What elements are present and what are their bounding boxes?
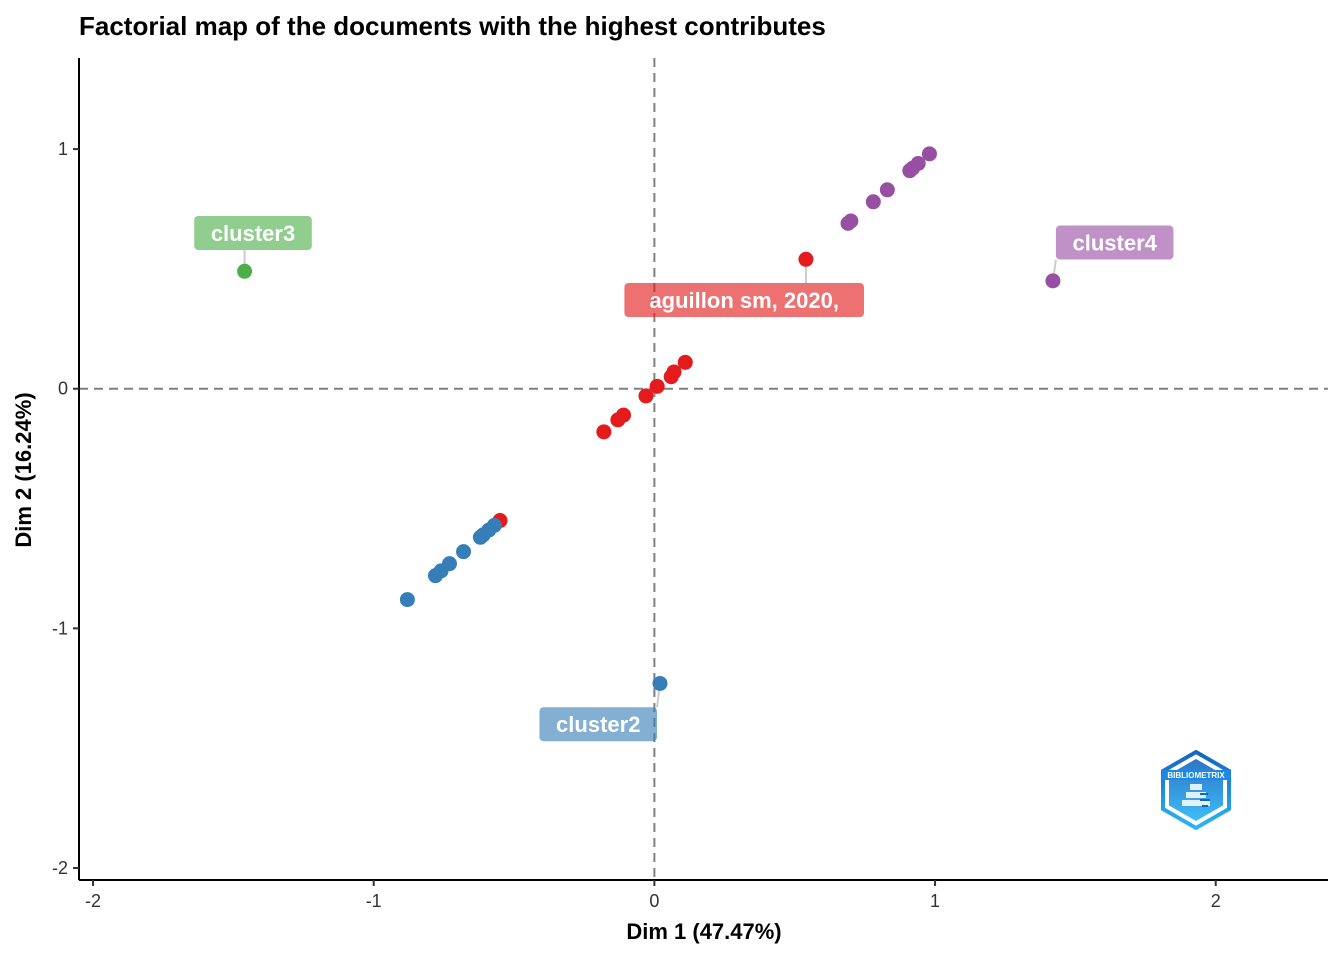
x-axis-ticks: -2 -1 0 1 2 bbox=[85, 880, 1221, 911]
data-point bbox=[649, 378, 665, 394]
x-tick-label: 0 bbox=[649, 891, 659, 911]
label-connectors bbox=[243, 249, 1057, 708]
y-tick-label: 0 bbox=[58, 379, 68, 399]
cluster-labels: cluster3 cluster4 aguillon sm, 2020, cluste… bbox=[194, 215, 1174, 742]
data-point bbox=[237, 263, 253, 279]
cluster-label: cluster3 bbox=[194, 215, 312, 250]
data-point bbox=[399, 592, 415, 608]
cluster-label-text: aguillon sm, 2020, bbox=[649, 288, 839, 313]
data-point bbox=[456, 544, 472, 560]
logo-text: BIBLIOMETRIX bbox=[1167, 771, 1225, 780]
x-tick-label: -1 bbox=[366, 891, 382, 911]
bibliometrix-logo: BIBLIOMETRIX bbox=[1161, 749, 1231, 831]
data-point bbox=[610, 412, 626, 428]
data-point bbox=[1045, 273, 1061, 289]
data-point bbox=[921, 146, 937, 162]
data-point bbox=[652, 675, 668, 691]
data-point bbox=[427, 568, 443, 584]
cluster-label-text: cluster4 bbox=[1072, 231, 1157, 256]
data-point bbox=[798, 251, 814, 267]
data-point bbox=[472, 529, 488, 545]
data-point bbox=[663, 369, 679, 385]
data-point bbox=[879, 182, 895, 198]
y-axis-ticks: -2 -1 0 1 bbox=[52, 139, 79, 878]
cluster-label-text: cluster3 bbox=[211, 221, 295, 246]
y-tick-label: 1 bbox=[58, 139, 68, 159]
data-point bbox=[596, 424, 612, 440]
plot-area: cluster3 cluster4 aguillon sm, 2020, cluste… bbox=[79, 58, 1328, 880]
y-axis-title: Dim 2 (16.24%) bbox=[11, 392, 36, 547]
data-point bbox=[902, 163, 918, 179]
data-points bbox=[237, 146, 1061, 691]
cluster-label-text: cluster2 bbox=[556, 712, 640, 737]
cluster-label: aguillon sm, 2020, bbox=[624, 283, 864, 318]
data-point bbox=[840, 215, 856, 231]
data-point bbox=[638, 388, 654, 404]
x-tick-label: 1 bbox=[930, 891, 940, 911]
x-tick-label: -2 bbox=[85, 891, 101, 911]
cluster-label: cluster4 bbox=[1055, 225, 1174, 260]
cluster-label-box bbox=[539, 707, 658, 742]
cluster-label-box bbox=[1055, 225, 1174, 260]
x-tick-label: 2 bbox=[1211, 891, 1221, 911]
cluster-label-box bbox=[624, 283, 864, 318]
chart-title: Factorial map of the documents with the … bbox=[79, 11, 826, 41]
cluster-label-box bbox=[194, 215, 312, 250]
x-axis-title: Dim 1 (47.47%) bbox=[626, 919, 781, 944]
y-tick-label: -1 bbox=[52, 618, 68, 638]
y-tick-label: -2 bbox=[52, 858, 68, 878]
data-point bbox=[677, 354, 693, 370]
data-point bbox=[865, 194, 881, 210]
cluster-label: cluster2 bbox=[539, 707, 658, 742]
